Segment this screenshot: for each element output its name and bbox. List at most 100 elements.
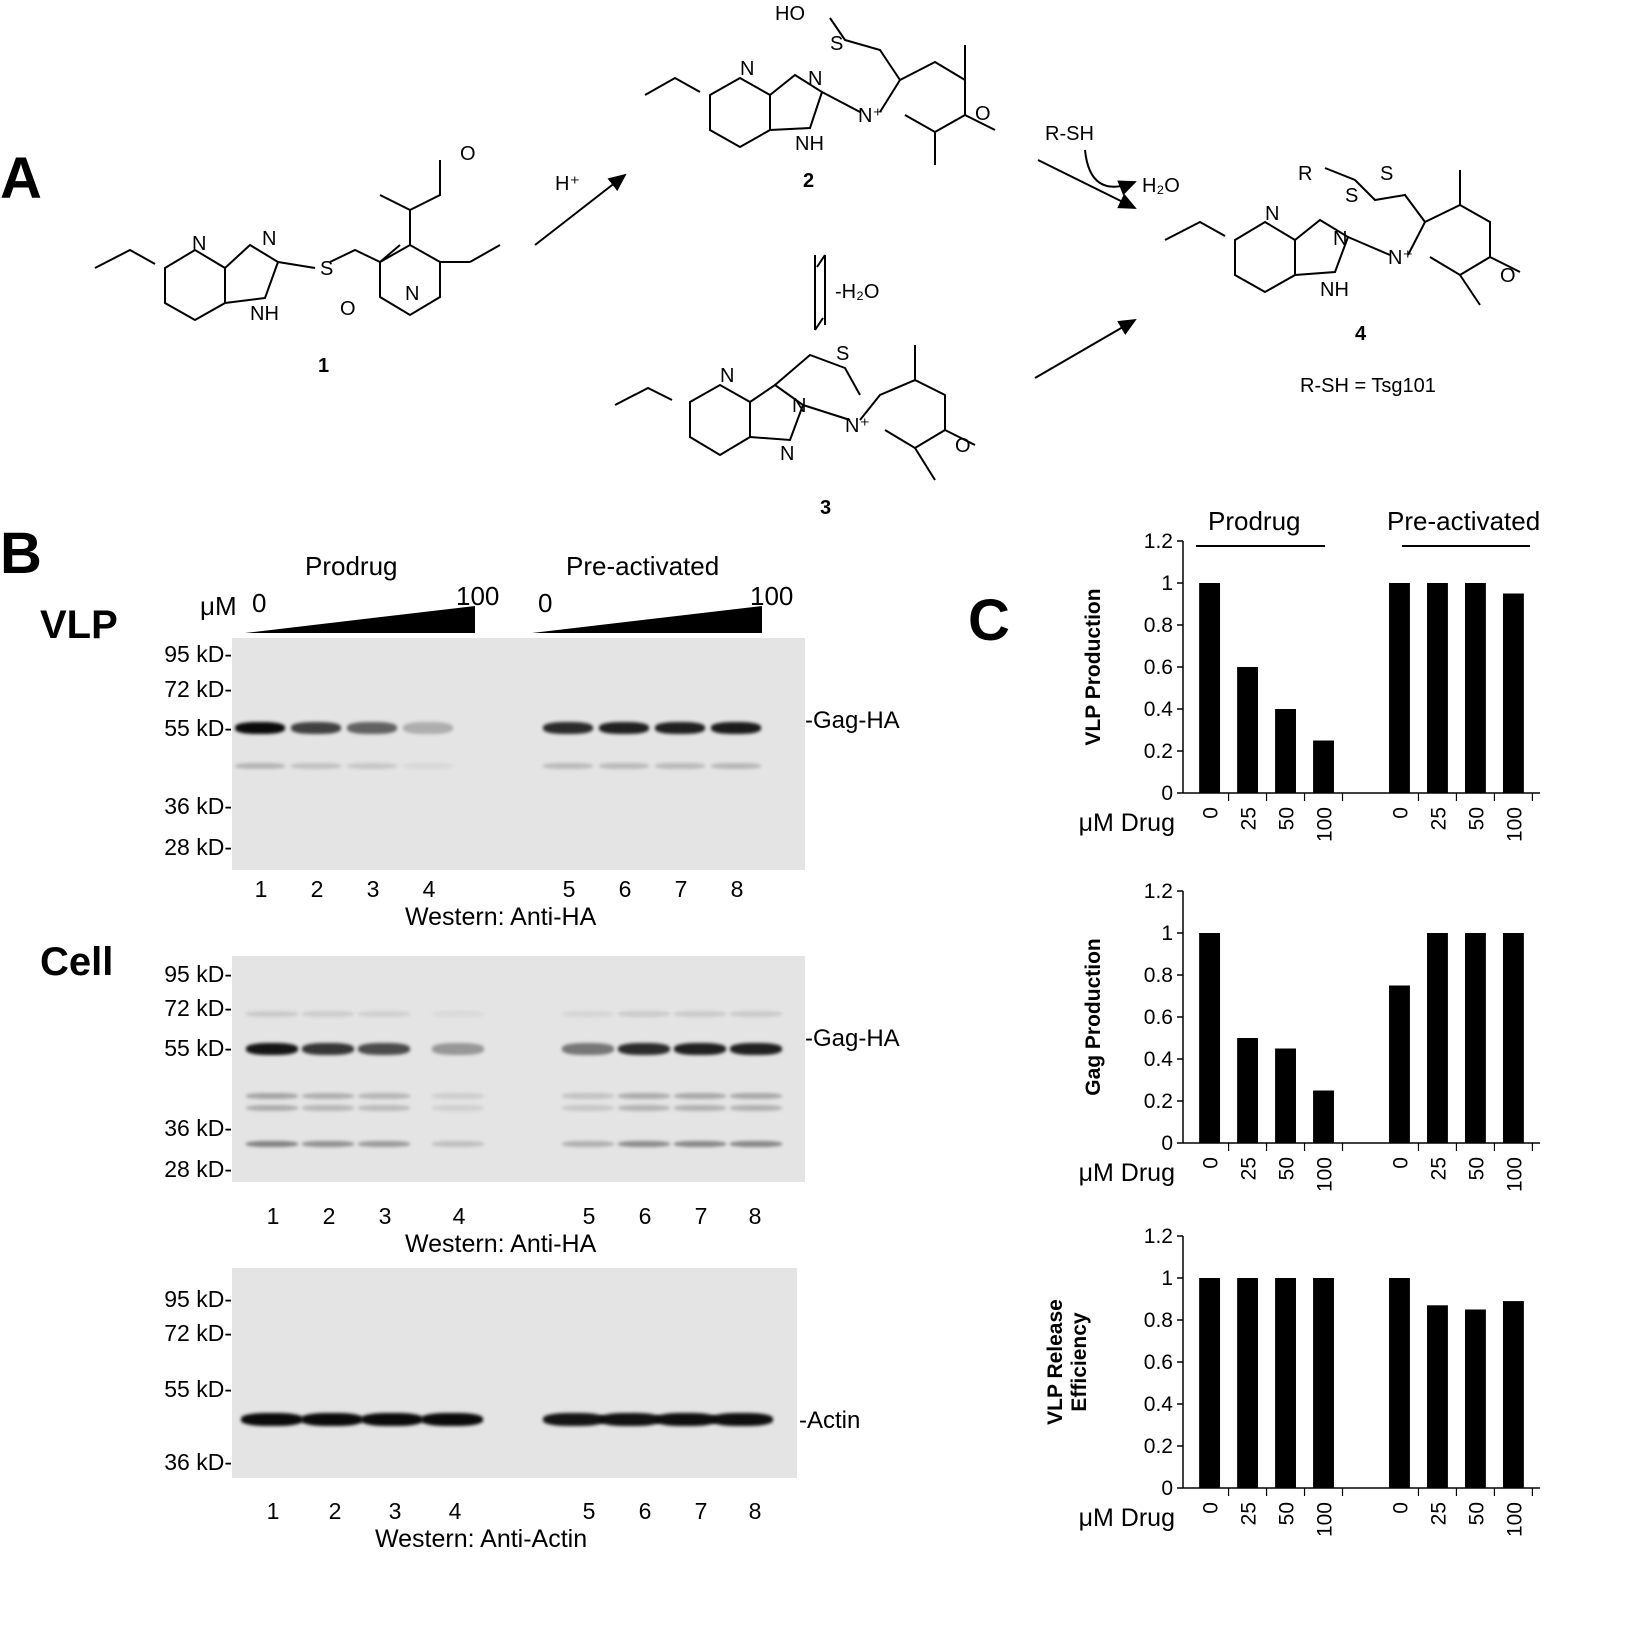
blot-faint-band: [432, 1141, 484, 1147]
bar: [1237, 667, 1259, 793]
blot-faint-band: [403, 763, 453, 769]
blot-band: [302, 1043, 354, 1055]
lane-number: 3: [366, 876, 380, 902]
blot-faint-band: [302, 1141, 354, 1147]
blot-faint-band: [655, 763, 705, 769]
atom-label: N: [262, 228, 276, 250]
blot-faint-band: [730, 1105, 782, 1111]
prodrug-header: Prodrug: [305, 551, 398, 581]
atom-label: N: [192, 233, 206, 255]
y-axis-label: VLP Release: [1044, 1299, 1067, 1425]
blot-faint-band: [618, 1141, 670, 1147]
vlp-release-chart: 0 0.2 0.4 0.6 0.8 1 1.2 VLP Release Efficiency 0 2…: [1044, 1225, 1540, 1537]
atom-label: S: [1345, 185, 1358, 207]
x-axis-label: μM Drug: [1079, 809, 1175, 837]
gag-ha-label: -Gag-HA: [805, 707, 900, 734]
x-tick-label: 100: [1503, 1157, 1526, 1192]
blot-band: [730, 1043, 782, 1055]
lane-number: 8: [748, 1498, 762, 1524]
y-tick-label: 1.2: [1144, 1225, 1173, 1248]
western-caption: Western: Anti-HA: [405, 1230, 597, 1258]
atom-label: N: [808, 68, 822, 90]
lane-number: 6: [638, 1203, 652, 1229]
y-tick-label: 0.2: [1144, 1435, 1173, 1458]
mw-marker: 72 kD-: [164, 1320, 232, 1346]
western-caption: Western: Anti-HA: [405, 903, 597, 931]
gag-production-chart: 0 0.2 0.4 0.6 0.8 1 1.2 Gag Production 0 25 50 100 0…: [1079, 880, 1540, 1192]
x-axis-label: μM Drug: [1079, 1159, 1175, 1187]
x-tick-label: 50: [1465, 1157, 1488, 1180]
atom-label: S: [1380, 163, 1393, 185]
y-tick-label: 0: [1161, 1477, 1173, 1500]
bar: [1313, 1278, 1334, 1488]
y-tick-label: 1: [1161, 922, 1173, 945]
x-tick-label: 25: [1238, 1157, 1261, 1180]
compound-3-structure: [614, 345, 976, 481]
rsh-label: R-SH: [1045, 123, 1094, 145]
blot-band: [358, 1043, 410, 1055]
bar: [1427, 583, 1448, 793]
blot-faint-band: [291, 763, 341, 769]
blot-band: [599, 722, 649, 734]
bar: [1237, 1278, 1259, 1488]
bar: [1275, 1278, 1296, 1488]
blot-faint-band: [562, 1093, 614, 1099]
y-tick-label: 0.8: [1144, 614, 1173, 637]
blot-faint-band: [246, 1141, 298, 1147]
lane-number: 3: [388, 1498, 402, 1524]
reaction-scheme: 1 2 3 4 H⁺ -H₂O R-SH H₂O R-SH = Tsg101 H…: [94, 3, 1521, 519]
blot-band: [421, 1412, 483, 1426]
bar: [1427, 933, 1448, 1143]
h-plus-label: H⁺: [555, 173, 580, 195]
panel-letter-a: A: [0, 146, 42, 211]
blot-faint-band: [618, 1093, 670, 1099]
x-tick-label: 0: [1200, 1157, 1223, 1169]
lane-number: 5: [582, 1203, 596, 1229]
x-tick-label: 100: [1503, 807, 1526, 842]
cell-blot: [232, 956, 805, 1182]
mw-marker: 72 kD-: [164, 995, 232, 1021]
blot-faint-band: [358, 1093, 410, 1099]
dose-low-prodrug: 0: [252, 588, 267, 618]
x-tick-label: 50: [1465, 807, 1488, 830]
y-tick-label: 0.8: [1144, 964, 1173, 987]
blot-band: [361, 1412, 423, 1426]
dose-low-preactivated: 0: [538, 588, 553, 618]
blot-faint-band: [432, 1093, 484, 1099]
blot-band: [674, 1043, 726, 1055]
dose-wedges: [245, 606, 762, 633]
lane-number: 1: [254, 876, 268, 902]
blot-faint-band: [302, 1093, 354, 1099]
prodrug-wedge: [245, 606, 475, 633]
blot-faint-band: [730, 1011, 782, 1017]
lane-number: 2: [322, 1203, 336, 1229]
x-tick-label: 100: [1314, 807, 1337, 842]
y-tick-label: 0.8: [1144, 1309, 1173, 1332]
western-caption: Western: Anti-Actin: [375, 1525, 588, 1553]
blot-band: [655, 722, 705, 734]
x-tick-label: 100: [1314, 1502, 1337, 1537]
atom-label: O: [955, 435, 971, 457]
x-tick-label: 0: [1389, 807, 1412, 819]
mw-marker: 36 kD-: [164, 793, 232, 819]
blot-band: [301, 1412, 363, 1426]
x-tick-label: 50: [1276, 1157, 1299, 1180]
x-tick-label: 25: [1238, 807, 1261, 830]
mw-marker: 36 kD-: [164, 1449, 232, 1475]
blot-faint-band: [543, 763, 593, 769]
compound-1-label: 1: [318, 355, 329, 377]
lane-number: 4: [452, 1203, 466, 1229]
atom-label: N: [780, 443, 794, 465]
x-tick-label: 0: [1200, 1502, 1223, 1514]
compound-2-structure: [644, 17, 996, 165]
vlp-production-chart: 0 0.2 0.4 0.6 0.8 1 1.2 VLP Production 0 25 50 100 0…: [1079, 530, 1540, 842]
blot-faint-band: [618, 1105, 670, 1111]
blot-band: [543, 1412, 605, 1426]
blot-faint-band: [246, 1105, 298, 1111]
atom-label: S: [836, 343, 849, 365]
atom-label: R: [1298, 163, 1312, 185]
y-axis-label: Efficiency: [1068, 1312, 1091, 1412]
blot-faint-band: [730, 1141, 782, 1147]
bar: [1464, 1309, 1486, 1488]
vlp-blot: [232, 638, 805, 870]
